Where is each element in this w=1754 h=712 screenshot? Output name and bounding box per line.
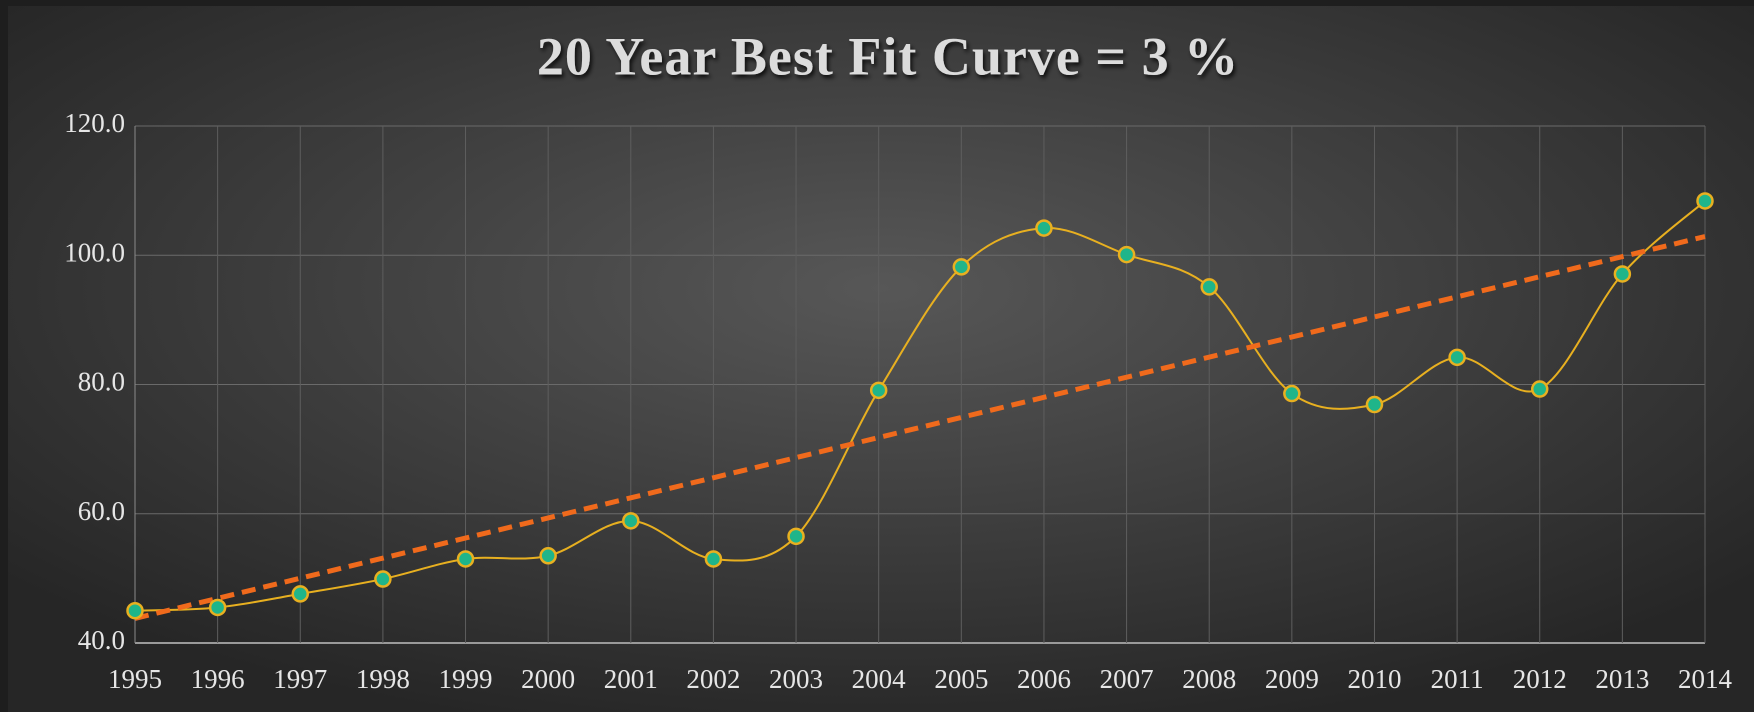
x-tick-label: 2009 [1265,664,1319,694]
x-tick-label: 2013 [1595,664,1649,694]
x-tick-label: 2012 [1513,664,1567,694]
marker [1530,380,1549,398]
x-tick-label: 1996 [191,664,245,694]
marker [704,550,723,568]
marker [1365,395,1384,414]
x-tick-label: 2000 [521,664,575,694]
x-tick-label: 2006 [1017,664,1071,694]
x-tick-label: 2003 [769,664,823,694]
marker [622,512,640,530]
x-tick-label: 2011 [1431,664,1484,694]
x-tick-label: 1995 [108,664,162,694]
x-tick-label: 1997 [273,664,327,694]
y-tick-label: 80.0 [78,367,125,397]
marker [1117,245,1136,264]
marker [208,598,227,617]
marker [1448,348,1466,367]
x-tick-label: 2002 [686,664,740,694]
x-tick-label: 2010 [1347,664,1401,694]
chart-title: 20 Year Best Fit Curve = 3 % [537,26,1239,86]
x-tick-label: 2007 [1100,664,1154,694]
marker [374,570,392,588]
plot [126,192,1714,621]
x-tick-label: 2014 [1678,664,1733,694]
marker [869,381,888,400]
marker [787,527,805,546]
x-tick-label: 2005 [934,664,988,694]
x-tick-label: 1998 [356,664,410,694]
y-tick-label: 100.0 [64,237,125,267]
marker [539,547,557,565]
y-tick-label: 40.0 [78,625,125,655]
x-tick-label: 2008 [1182,664,1236,694]
grid: 40.0 60.0 80.0 100.0 120.0 1995 1996 1997 1998 19… [64,108,1732,694]
marker [1200,278,1218,296]
marker [126,601,144,620]
marker [456,550,475,568]
y-tick-label: 60.0 [78,496,125,526]
x-tick-label: 1999 [439,664,493,694]
marker [1696,192,1714,210]
marker [1613,265,1632,283]
x-tick-label: 2001 [604,664,658,694]
x-tick-label: 2004 [852,664,907,694]
marker [1035,219,1053,237]
marker [1283,384,1301,403]
background [8,6,1754,712]
marker [952,258,971,276]
trendline [134,234,1706,621]
marker [291,585,310,603]
y-tick-label: 120.0 [64,108,125,138]
